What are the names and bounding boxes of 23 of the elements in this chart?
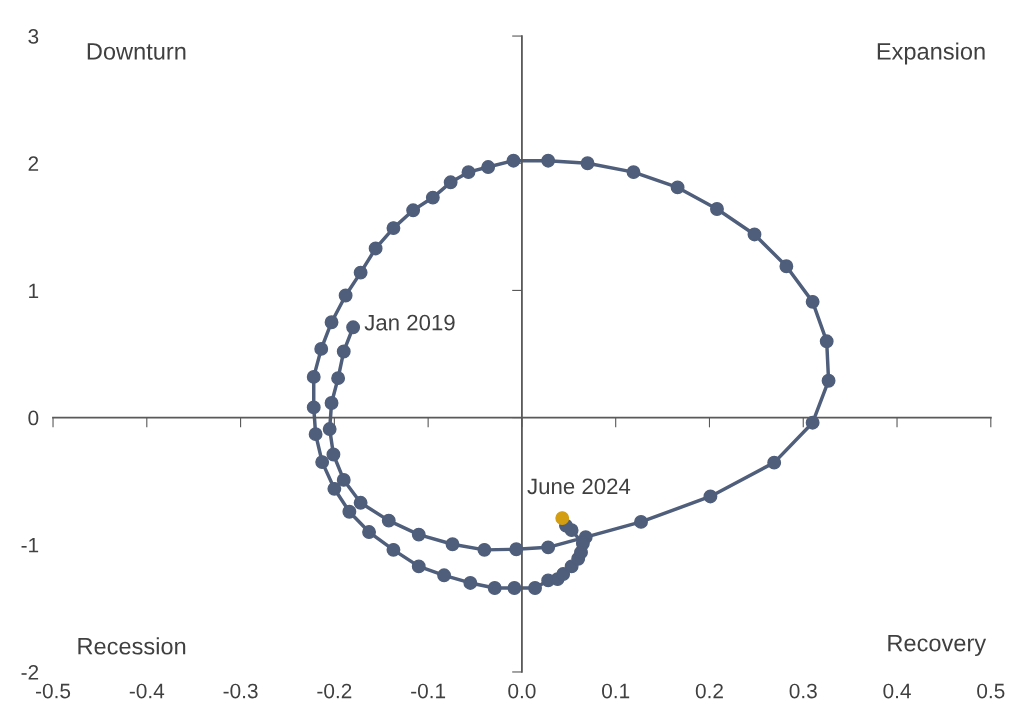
annotation: Downturn <box>87 43 186 60</box>
x-tick-label: 0.0 <box>508 683 536 699</box>
annotation: June 2024 <box>527 478 631 495</box>
x-tick-label: 0.5 <box>977 683 1005 699</box>
x-tick-label: 0.1 <box>602 683 630 699</box>
y-tick-label: 0 <box>28 410 39 426</box>
y-tick-label: 2 <box>28 156 39 171</box>
x-tick-label: -0.5 <box>36 683 71 699</box>
annotation: Recession <box>78 637 186 655</box>
x-tick-label: 0.4 <box>883 683 911 699</box>
x-tick-label: -0.4 <box>129 683 165 699</box>
y-tick-label: 1 <box>29 283 39 298</box>
y-tick-label: -1 <box>21 538 39 553</box>
x-tick-label: -0.3 <box>223 683 258 699</box>
y-tick-label: 3 <box>28 29 39 44</box>
x-tick-label: -0.1 <box>411 683 446 699</box>
y-tick-label: -2 <box>21 664 39 680</box>
x-tick-label: -0.2 <box>317 683 352 699</box>
annotation: Jan 2019 <box>364 314 455 331</box>
annotation: Expansion <box>877 42 985 65</box>
x-tick-label: 0.2 <box>695 683 723 699</box>
x-tick-label: 0.3 <box>789 683 817 699</box>
annotation: Recovery <box>888 634 987 657</box>
